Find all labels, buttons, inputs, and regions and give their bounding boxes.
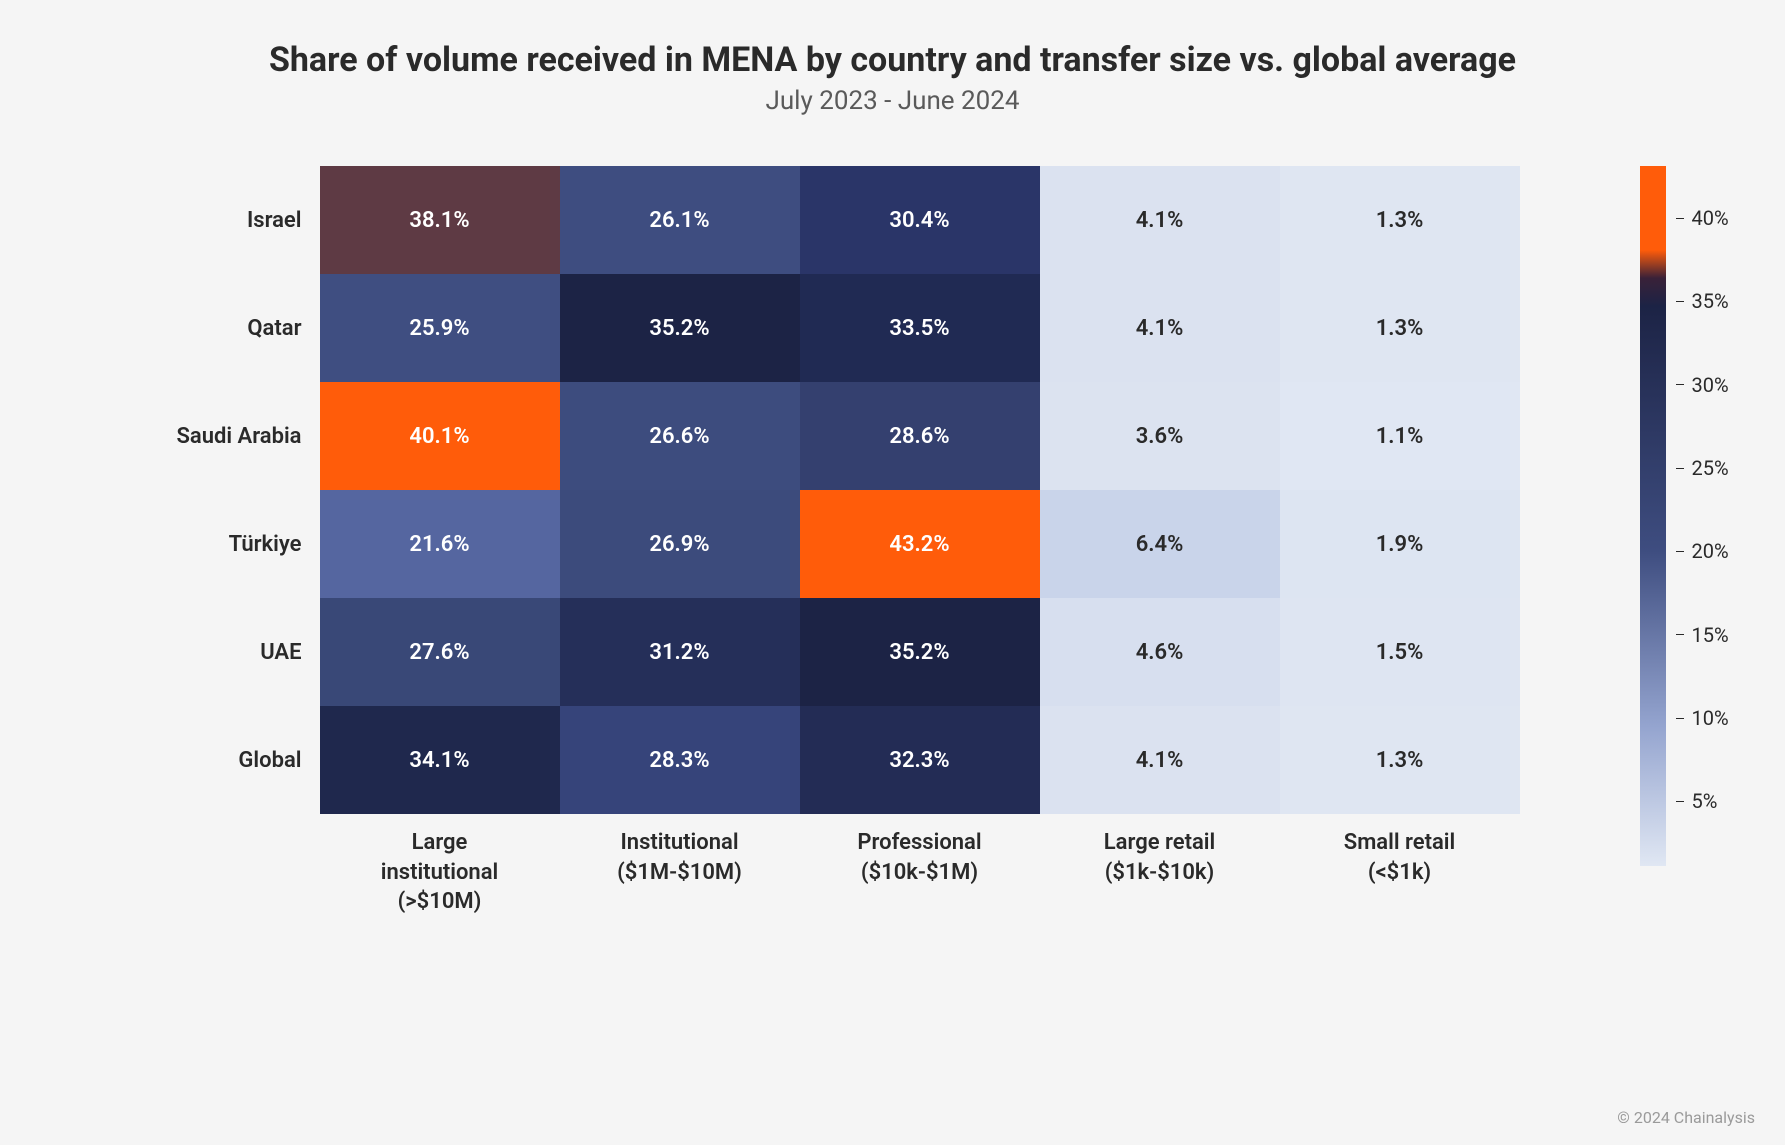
heatmap-cell: 27.6%	[320, 598, 560, 706]
heatmap-cell: 1.3%	[1280, 166, 1520, 274]
colorbar-tick-label: 10%	[1692, 706, 1729, 730]
column-label: Institutional($1M-$10M)	[560, 828, 800, 917]
heatmap-cell: 21.6%	[320, 490, 560, 598]
heatmap-cell: 32.3%	[800, 706, 1040, 814]
column-label: Largeinstitutional(>$10M)	[320, 828, 560, 917]
heatmap-cell: 1.3%	[1280, 706, 1520, 814]
colorbar-tick: 5%	[1676, 789, 1718, 813]
heatmap-cell: 35.2%	[800, 598, 1040, 706]
heatmap-cell: 1.5%	[1280, 598, 1520, 706]
heatmap-cell: 26.6%	[560, 382, 800, 490]
colorbar-tick-label: 5%	[1692, 789, 1718, 813]
colorbar-tick: 20%	[1676, 539, 1729, 563]
colorbar-tick-mark	[1676, 551, 1684, 552]
heatmap-cell: 33.5%	[800, 274, 1040, 382]
heatmap-row: 27.6%31.2%35.2%4.6%1.5%	[320, 598, 1520, 706]
colorbar-tick-mark	[1676, 718, 1684, 719]
heatmap-cell: 28.3%	[560, 706, 800, 814]
chart-area: IsraelQatarSaudi ArabiaTürkiyeUAEGlobal …	[50, 166, 1735, 917]
heatmap-cell: 1.9%	[1280, 490, 1520, 598]
colorbar: 5%10%15%20%25%30%35%40%	[1640, 166, 1676, 866]
copyright: © 2024 Chainalysis	[1617, 1108, 1755, 1127]
row-label: Israel	[150, 166, 320, 274]
heatmap-cell: 35.2%	[560, 274, 800, 382]
row-labels: IsraelQatarSaudi ArabiaTürkiyeUAEGlobal	[150, 166, 320, 814]
colorbar-tick-mark	[1676, 218, 1684, 219]
heatmap-cell: 4.1%	[1040, 706, 1280, 814]
title-block: Share of volume received in MENA by coun…	[50, 40, 1735, 116]
colorbar-tick-label: 25%	[1692, 456, 1729, 480]
colorbar-tick: 15%	[1676, 623, 1729, 647]
heatmap-cell: 38.1%	[320, 166, 560, 274]
colorbar-tick: 40%	[1676, 206, 1729, 230]
colorbar-tick-label: 15%	[1692, 623, 1729, 647]
heatmap-cell: 31.2%	[560, 598, 800, 706]
colorbar-tick-mark	[1676, 384, 1684, 385]
heatmap-cell: 4.1%	[1040, 274, 1280, 382]
heatmap-cell: 1.3%	[1280, 274, 1520, 382]
heatmap-cell: 28.6%	[800, 382, 1040, 490]
colorbar-tick: 35%	[1676, 289, 1729, 313]
column-label: Small retail(<$1k)	[1280, 828, 1520, 917]
colorbar-tick-label: 35%	[1692, 289, 1729, 313]
heatmap-cell: 6.4%	[1040, 490, 1280, 598]
chart-subtitle: July 2023 - June 2024	[50, 86, 1735, 116]
colorbar-tick-label: 40%	[1692, 206, 1729, 230]
heatmap: IsraelQatarSaudi ArabiaTürkiyeUAEGlobal …	[150, 166, 1520, 917]
column-labels: Largeinstitutional(>$10M)Institutional($…	[150, 828, 1520, 917]
colorbar-tick-mark	[1676, 468, 1684, 469]
heatmap-cell: 4.6%	[1040, 598, 1280, 706]
row-label: UAE	[150, 598, 320, 706]
colorbar-tick: 10%	[1676, 706, 1729, 730]
chart-title: Share of volume received in MENA by coun…	[50, 40, 1735, 80]
heatmap-cell: 1.1%	[1280, 382, 1520, 490]
heatmap-cell: 3.6%	[1040, 382, 1280, 490]
heatmap-row: 25.9%35.2%33.5%4.1%1.3%	[320, 274, 1520, 382]
heatmap-row: 38.1%26.1%30.4%4.1%1.3%	[320, 166, 1520, 274]
heatmap-row: 21.6%26.9%43.2%6.4%1.9%	[320, 490, 1520, 598]
row-label: Qatar	[150, 274, 320, 382]
column-label: Large retail($1k-$10k)	[1040, 828, 1280, 917]
row-label: Türkiye	[150, 490, 320, 598]
colorbar-gradient	[1640, 166, 1666, 866]
heatmap-row: 34.1%28.3%32.3%4.1%1.3%	[320, 706, 1520, 814]
column-label: Professional($10k-$1M)	[800, 828, 1040, 917]
heatmap-cell: 25.9%	[320, 274, 560, 382]
colorbar-tick-mark	[1676, 801, 1684, 802]
colorbar-tick-mark	[1676, 634, 1684, 635]
row-label: Global	[150, 706, 320, 814]
colorbar-tick-mark	[1676, 301, 1684, 302]
heatmap-cell: 40.1%	[320, 382, 560, 490]
colorbar-tick: 30%	[1676, 373, 1729, 397]
heatmap-cell: 43.2%	[800, 490, 1040, 598]
colorbar-tick-label: 20%	[1692, 539, 1729, 563]
heatmap-cell: 26.1%	[560, 166, 800, 274]
heatmap-row: 40.1%26.6%28.6%3.6%1.1%	[320, 382, 1520, 490]
colorbar-tick: 25%	[1676, 456, 1729, 480]
heatmap-grid: 38.1%26.1%30.4%4.1%1.3%25.9%35.2%33.5%4.…	[320, 166, 1520, 814]
colorbar-tick-label: 30%	[1692, 373, 1729, 397]
heatmap-cell: 26.9%	[560, 490, 800, 598]
heatmap-cell: 30.4%	[800, 166, 1040, 274]
heatmap-cell: 34.1%	[320, 706, 560, 814]
row-label: Saudi Arabia	[150, 382, 320, 490]
heatmap-cell: 4.1%	[1040, 166, 1280, 274]
